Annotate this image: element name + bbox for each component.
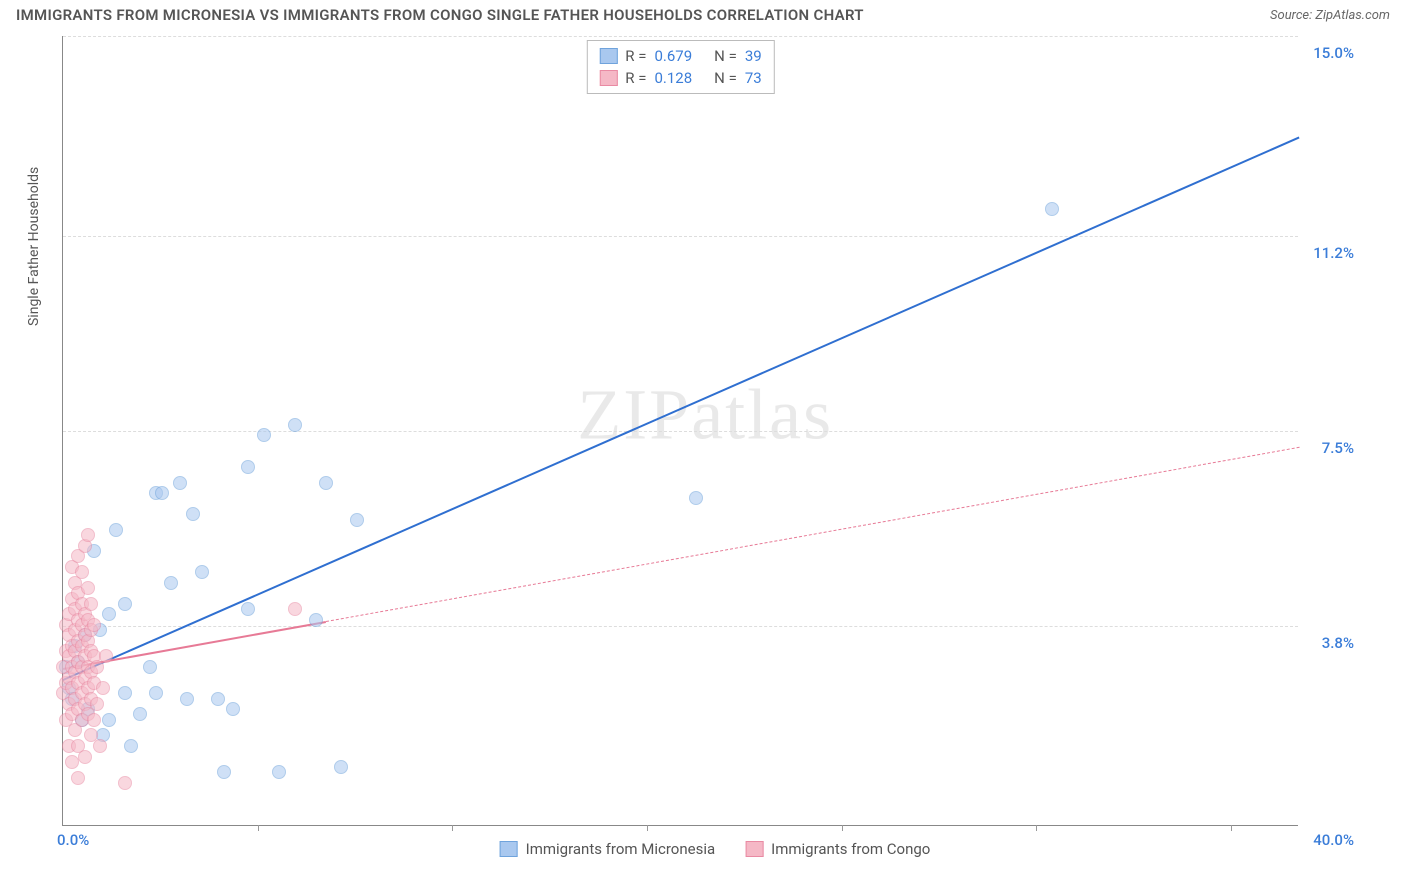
legend-swatch [500, 841, 518, 857]
r-label: R = [625, 67, 646, 89]
legend-item: Immigrants from Micronesia [500, 840, 716, 858]
data-point [78, 750, 92, 764]
data-point [350, 513, 364, 527]
trend-line-dashed [326, 447, 1300, 622]
data-point [195, 565, 209, 579]
data-point [272, 765, 286, 779]
data-point [211, 692, 225, 706]
chart-container: Single Father Households ZIPatlas R = 0.… [40, 36, 1390, 856]
x-tick-label: 0.0% [57, 831, 89, 849]
legend-label: Immigrants from Micronesia [526, 840, 716, 858]
gridline [63, 626, 1298, 627]
data-point [99, 649, 113, 663]
legend-item: Immigrants from Congo [745, 840, 930, 858]
data-point [241, 460, 255, 474]
n-label: N = [714, 45, 737, 67]
data-point [1045, 202, 1059, 216]
data-point [319, 476, 333, 490]
data-point [87, 618, 101, 632]
data-point [118, 776, 132, 790]
gridline [63, 36, 1298, 37]
data-point [288, 418, 302, 432]
data-point [180, 692, 194, 706]
legend-series: Immigrants from Micronesia Immigrants fro… [500, 840, 931, 858]
data-point [334, 760, 348, 774]
y-tick-label: 3.8% [1322, 634, 1354, 652]
x-tick-label: 40.0% [1313, 831, 1354, 849]
data-point [102, 607, 116, 621]
data-point [689, 491, 703, 505]
gridline [63, 431, 1298, 432]
data-point [84, 597, 98, 611]
data-point [241, 602, 255, 616]
legend-swatch [745, 841, 763, 857]
n-value: 73 [745, 67, 762, 89]
data-point [81, 528, 95, 542]
x-tick [452, 825, 453, 831]
x-tick [647, 825, 648, 831]
x-tick [1231, 825, 1232, 831]
plot-area: ZIPatlas R = 0.679N = 39R = 0.128N = 73 … [62, 36, 1298, 826]
data-point [71, 771, 85, 785]
data-point [226, 702, 240, 716]
data-point [186, 507, 200, 521]
x-tick [842, 825, 843, 831]
data-point [288, 602, 302, 616]
watermark: ZIPatlas [577, 373, 833, 456]
y-tick-label: 15.0% [1313, 44, 1354, 62]
data-point [75, 565, 89, 579]
data-point [143, 660, 157, 674]
n-label: N = [714, 67, 737, 89]
legend-stat-row: R = 0.679 N = 39 [599, 45, 761, 67]
data-point [217, 765, 231, 779]
gridline [63, 236, 1298, 237]
data-point [93, 739, 107, 753]
data-point [118, 686, 132, 700]
y-tick-label: 7.5% [1322, 439, 1354, 457]
legend-stat-row: R = 0.128 N = 73 [599, 67, 761, 89]
data-point [309, 613, 323, 627]
data-point [87, 713, 101, 727]
x-tick [258, 825, 259, 831]
y-tick-label: 11.2% [1313, 244, 1354, 262]
data-point [133, 707, 147, 721]
data-point [81, 581, 95, 595]
legend-swatch [599, 48, 617, 64]
r-value: 0.679 [654, 45, 692, 67]
n-value: 39 [745, 45, 762, 67]
legend-swatch [599, 70, 617, 86]
data-point [164, 576, 178, 590]
r-value: 0.128 [654, 67, 692, 89]
chart-title: IMMIGRANTS FROM MICRONESIA VS IMMIGRANTS… [16, 6, 864, 24]
y-axis-label: Single Father Households [26, 167, 42, 326]
data-point [109, 523, 123, 537]
data-point [257, 428, 271, 442]
data-point [149, 686, 163, 700]
data-point [96, 681, 110, 695]
x-tick [1036, 825, 1037, 831]
data-point [173, 476, 187, 490]
data-point [155, 486, 169, 500]
data-point [118, 597, 132, 611]
trend-line [63, 136, 1300, 680]
data-point [124, 739, 138, 753]
r-label: R = [625, 45, 646, 67]
data-point [90, 697, 104, 711]
legend-label: Immigrants from Congo [771, 840, 930, 858]
source-label: Source: ZipAtlas.com [1270, 8, 1390, 23]
data-point [102, 713, 116, 727]
legend-stats: R = 0.679 N = 39 R = 0.128 N = 73 [586, 40, 774, 94]
